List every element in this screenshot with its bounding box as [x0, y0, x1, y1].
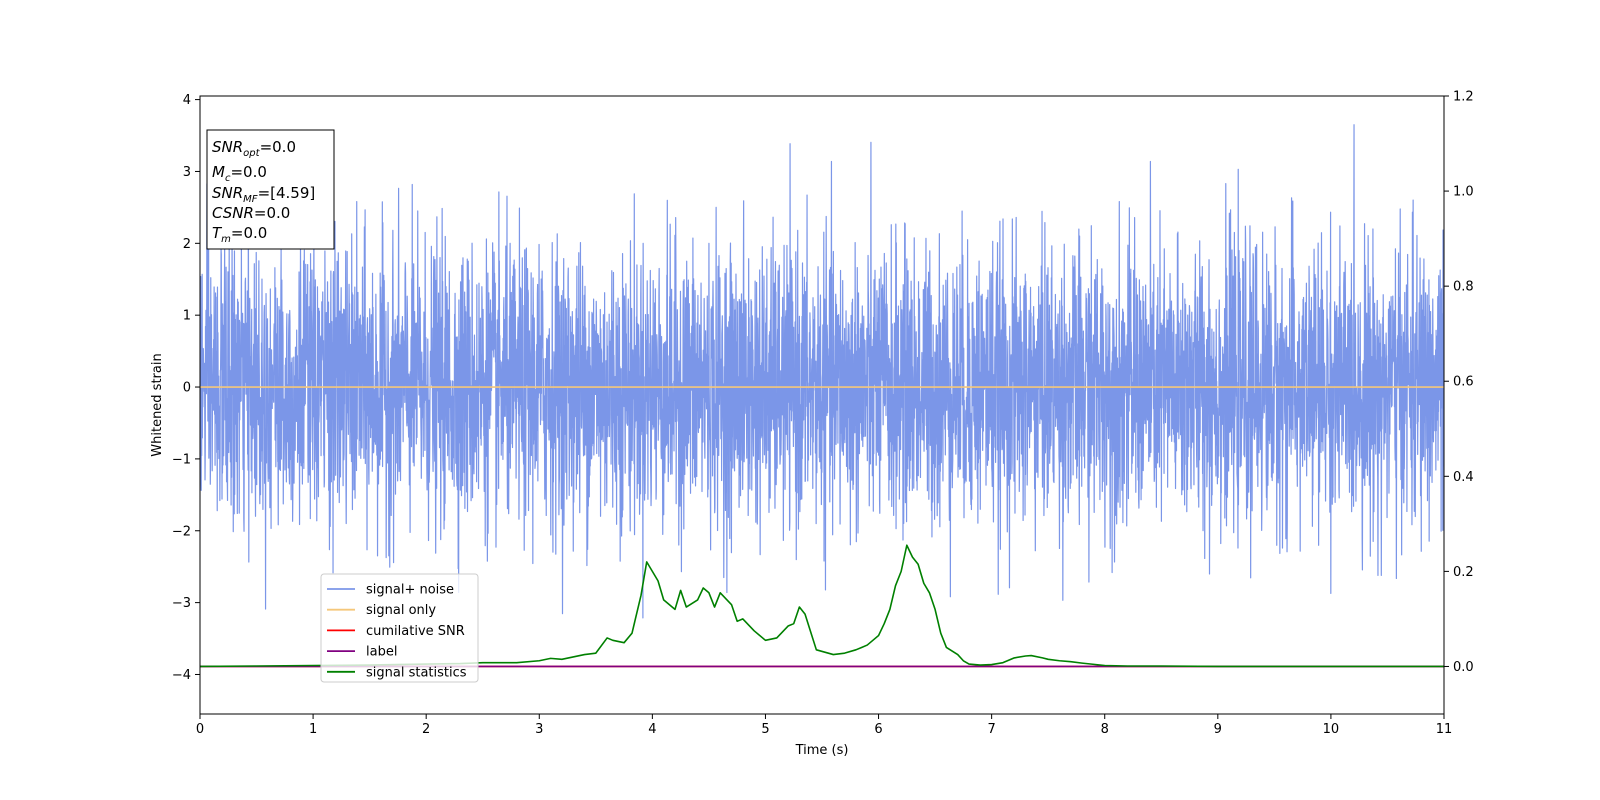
- axes-frame: [199, 95, 1445, 715]
- right-y-tick-label: 0.6: [1453, 375, 1474, 390]
- annotation-value: =0.0: [230, 163, 266, 181]
- series-line-4: [200, 544, 1444, 668]
- y-axis-label: Whitened strain: [150, 353, 165, 456]
- right-y-tick-label: 0.2: [1453, 565, 1474, 580]
- annotation-line: SNRMF=[4.59]: [212, 184, 315, 205]
- annotation-symbol: M: [212, 163, 225, 181]
- annotation-value: =0.0: [231, 224, 267, 242]
- legend-entry-label: signal statistics: [366, 665, 467, 680]
- left-y-tick-label: 2: [183, 237, 191, 252]
- right-y-tick-label: 0.8: [1453, 280, 1474, 295]
- annotation-subscript: MF: [243, 194, 258, 205]
- left-y-tick-label: −2: [172, 524, 191, 539]
- left-y-tick-label: −1: [172, 452, 191, 467]
- legend-entry-label: label: [366, 645, 397, 660]
- legend-frame: [320, 573, 479, 683]
- x-tick-label: 6: [874, 722, 882, 737]
- x-tick-label: 11: [1436, 722, 1453, 737]
- annotation-subscript: c: [225, 173, 231, 184]
- x-tick-label: 5: [761, 722, 769, 737]
- left-y-tick-label: 4: [183, 93, 191, 108]
- right-y-tick-label: 0.0: [1453, 660, 1474, 675]
- annotation-frame: [206, 129, 335, 250]
- annotation-line: Mc=0.0: [212, 163, 267, 184]
- annotation-value: =[4.59]: [258, 184, 316, 202]
- x-tick-label: 1: [309, 722, 317, 737]
- x-tick-label: 9: [1214, 722, 1222, 737]
- annotation-box: SNRopt=0.0Mc=0.0SNRMF=[4.59]CSNR=0.0Tm=0…: [206, 129, 335, 250]
- legend-entry-label: signal only: [366, 603, 436, 618]
- left-y-tick-label: 0: [183, 381, 191, 396]
- x-tick-label: 4: [648, 722, 656, 737]
- annotation-value: =0.0: [254, 204, 290, 222]
- annotation-symbol: SNR: [212, 138, 243, 156]
- legend-entry-label: signal+ noise: [366, 583, 454, 598]
- legend-entry-label: cumilative SNR: [366, 624, 465, 639]
- series-line-signal-noise: [200, 124, 1444, 619]
- right-y-tick-label: 0.4: [1453, 470, 1474, 485]
- left-y-tick-label: −4: [172, 668, 191, 683]
- left-y-axis-ticks: 4 3 2 1 0 −1 −2 −3 −4: [172, 93, 200, 683]
- annotation-line: Tm=0.0: [212, 224, 267, 245]
- annotation-line: SNRopt=0.0: [212, 138, 296, 159]
- legend: signal+ noise signal only cumilative SNR la…: [320, 573, 479, 683]
- annotation-subscript: m: [221, 234, 231, 245]
- left-y-tick-label: 3: [183, 165, 191, 180]
- x-tick-label: 3: [535, 722, 543, 737]
- annotation-subscript: opt: [243, 148, 260, 159]
- annotation-symbol: SNR: [212, 184, 243, 202]
- annotation-symbol: T: [212, 224, 223, 242]
- annotation-line: CSNR=0.0: [212, 204, 290, 222]
- x-tick-label: 8: [1101, 722, 1109, 737]
- right-y-axis-ticks: 1.2 1.0 0.8 0.6 0.4 0.2 0.0: [1444, 90, 1474, 675]
- x-axis-label: Time (s): [795, 743, 849, 758]
- x-tick-label: 2: [422, 722, 430, 737]
- x-tick-label: 0: [196, 722, 204, 737]
- left-y-tick-label: 1: [183, 309, 191, 324]
- right-y-tick-label: 1.0: [1453, 185, 1474, 200]
- x-tick-label: 7: [987, 722, 995, 737]
- right-y-tick-label: 1.2: [1453, 90, 1474, 105]
- annotation-value: =0.0: [260, 138, 296, 156]
- x-axis-ticks: 0 1 2 3 4 5 6 7 8 9 10 11: [196, 714, 1452, 737]
- left-y-tick-label: −3: [172, 596, 191, 611]
- x-tick-label: 10: [1323, 722, 1340, 737]
- annotation-symbol: CSNR: [212, 204, 254, 222]
